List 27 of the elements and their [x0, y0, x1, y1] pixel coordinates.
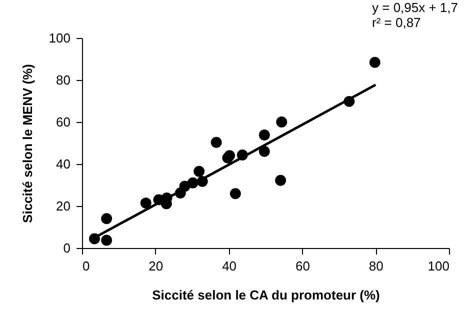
text: r² = 0,87 — [372, 15, 421, 30]
text: y = 0,95x + 1,7 — [372, 0, 458, 15]
point — [210, 136, 222, 148]
y-tick-label: 80 — [56, 72, 70, 88]
x-tick-label: 20 — [148, 258, 164, 274]
point — [258, 146, 270, 157]
point — [194, 166, 205, 177]
point — [101, 234, 112, 246]
point — [276, 116, 288, 128]
x-tick-label: 100 — [428, 258, 450, 274]
y-tick-label: 60 — [56, 114, 70, 130]
point — [258, 130, 270, 140]
point — [101, 213, 112, 224]
y-tick-label: 0 — [63, 240, 70, 256]
x-tick-label: 80 — [368, 258, 384, 274]
y-axis-title: Siccité selon le MENV (%) — [20, 64, 35, 223]
y-tick-label: 100 — [48, 30, 70, 46]
point — [275, 174, 286, 186]
x-tick-label: 60 — [295, 258, 310, 274]
x-axis-title: Siccité selon le CA du promoteur (%) — [152, 288, 380, 302]
x-tick-label: 40 — [222, 258, 237, 274]
point — [369, 56, 380, 68]
x-tick-label: 0 — [82, 258, 90, 274]
point — [140, 198, 152, 209]
y-tick-label: 20 — [56, 198, 70, 214]
point — [230, 188, 241, 200]
y-tick-label: 40 — [56, 156, 70, 172]
